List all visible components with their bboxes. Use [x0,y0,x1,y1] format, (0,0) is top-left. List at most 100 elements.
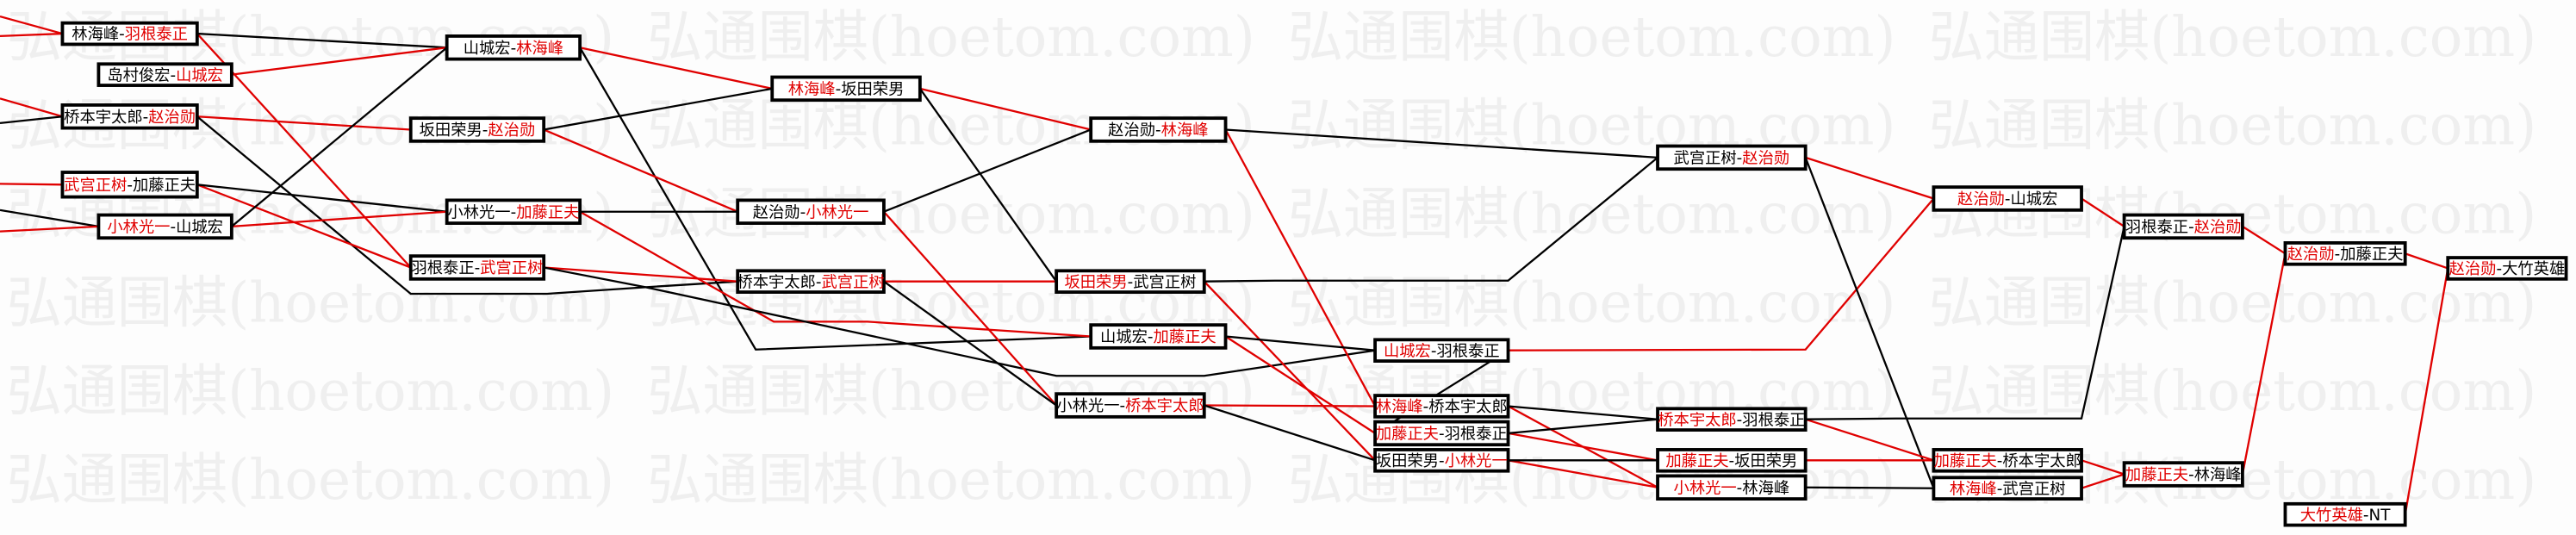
watermark-text: 弘通围棋(hoetom.com) [7,359,615,424]
watermark-text: 弘通围棋(hoetom.com) [1288,5,1896,70]
player-left: 林海峰 [1376,398,1423,416]
separator: - [511,203,517,221]
player-left: 赵治勋 [1108,121,1155,140]
match-label: 山城宏-林海峰 [464,40,563,58]
separator: - [2363,507,2369,525]
player-right: 武宫正树 [480,259,543,277]
match-box: 赵治勋-大竹英雄 [2446,256,2568,281]
winner-link [231,47,447,76]
separator: - [2188,219,2194,237]
player-left: 桥本宇太郎 [1658,411,1736,429]
player-left: 加藤正夫 [2125,466,2188,484]
winner-link [2081,197,2125,227]
winner-link [579,210,1092,338]
player-right: 桥本宇太郎 [1125,397,1204,415]
watermark-text: 弘通围棋(hoetom.com) [1929,5,2537,70]
player-right: 桥本宇太郎 [1428,398,1507,416]
player-left: 赵治勋 [2449,260,2497,278]
match-label: 坂田荣男-赵治勋 [420,121,536,140]
winner-link [883,210,1057,407]
match-box: 桥本宇太郎-武宫正树 [736,269,886,294]
match-box-frame [408,116,546,143]
player-right: 武宫正树 [822,273,885,291]
loser-link [1374,349,1509,434]
separator: - [1997,480,2003,498]
separator: - [1423,398,1429,416]
separator: - [1148,328,1154,346]
player-left: 小林光一 [1674,479,1737,497]
watermark-text: 弘通围棋(hoetom.com) [7,448,615,513]
separator: - [482,121,488,140]
match-label: 赵治勋-林海峰 [1108,121,1208,140]
match-label: 山城宏-羽根泰正 [1384,342,1500,360]
separator: - [1439,452,1445,470]
winner-link [2081,459,2125,476]
match-box-frame [1932,185,2083,212]
loser-link [196,184,447,213]
player-left: 赵治勋 [2287,246,2335,264]
watermark-text: 弘通围棋(hoetom.com) [1288,271,1896,335]
match-box-frame [2122,461,2244,488]
incoming-link [0,115,63,125]
separator: - [1128,273,1134,291]
match-box: 加藤正夫-桥本宇太郎 [1932,448,2083,473]
separator: - [1737,150,1743,168]
player-left: 山城宏 [1384,342,1431,360]
player-right: 山城宏 [176,66,223,84]
match-box: 坂田荣男-小林光一 [1373,448,1510,473]
match-box-frame [1373,420,1510,447]
player-right: 小林光一 [806,203,868,221]
match-box: 坂田荣男-武宫正树 [1055,269,1206,294]
player-right: 加藤正夫 [516,203,579,221]
loser-link [918,88,1058,283]
loser-link [1804,157,1935,489]
match-box-frame [1656,448,1808,473]
player-right: 林海峰 [1161,121,1209,140]
match-label: 林海峰-桥本宇太郎 [1376,398,1508,416]
separator: - [170,219,176,237]
winner-link [579,47,773,90]
match-box-frame [1373,338,1510,363]
match-box-frame [1055,392,1206,419]
player-left: 加藤正夫 [1376,426,1439,444]
match-box: 赵治勋-山城宏 [1932,185,2083,212]
player-right: 羽根泰正 [1742,411,1805,429]
incoming-link [0,225,99,233]
separator: - [816,273,822,291]
match-label: 小林光一-桥本宇太郎 [1056,397,1204,415]
match-box: 桥本宇太郎-赵治勋 [60,103,199,130]
player-left: 武宫正树 [64,177,127,195]
watermark-text: 弘通围棋(hoetom.com) [647,5,1255,70]
match-label: 小林光一-林海峰 [1674,479,1790,497]
match-box: 赵治勋-加藤正夫 [2283,241,2407,266]
match-box-frame [2283,241,2407,266]
player-right: 林海峰 [2194,466,2242,484]
player-left: 坂田荣男 [1376,452,1439,470]
separator: - [1997,452,2003,470]
player-right: 赵治勋 [488,121,535,140]
loser-link [883,128,1092,213]
player-right: 羽根泰正 [1436,342,1499,360]
player-left: 坂田荣男 [1064,273,1127,291]
match-box-frame [1055,269,1206,294]
loser-link [543,87,773,131]
match-label: 小林光一-山城宏 [107,219,223,237]
watermark-text: 弘通围棋(hoetom.com) [1929,271,2537,335]
separator: - [475,259,481,277]
player-left: 赵治勋 [753,203,800,221]
match-box: 山城宏-林海峰 [445,34,582,61]
separator: - [2335,246,2341,264]
separator: - [800,203,806,221]
winner-link [1805,418,1934,462]
winner-link [1805,156,1934,200]
match-box-frame [736,269,886,294]
match-box: 武宫正树-赵治勋 [1656,144,1808,171]
match-box-frame [2283,501,2407,527]
player-right: 小林光一 [1445,452,1508,470]
player-left: 加藤正夫 [1665,452,1728,470]
match-box-frame [445,34,582,61]
player-left: 坂田荣男 [420,121,482,140]
player-right: 桥本宇太郎 [2002,452,2081,470]
match-box: 加藤正夫-坂田荣男 [1656,448,1808,473]
bracket-links [0,15,2449,515]
